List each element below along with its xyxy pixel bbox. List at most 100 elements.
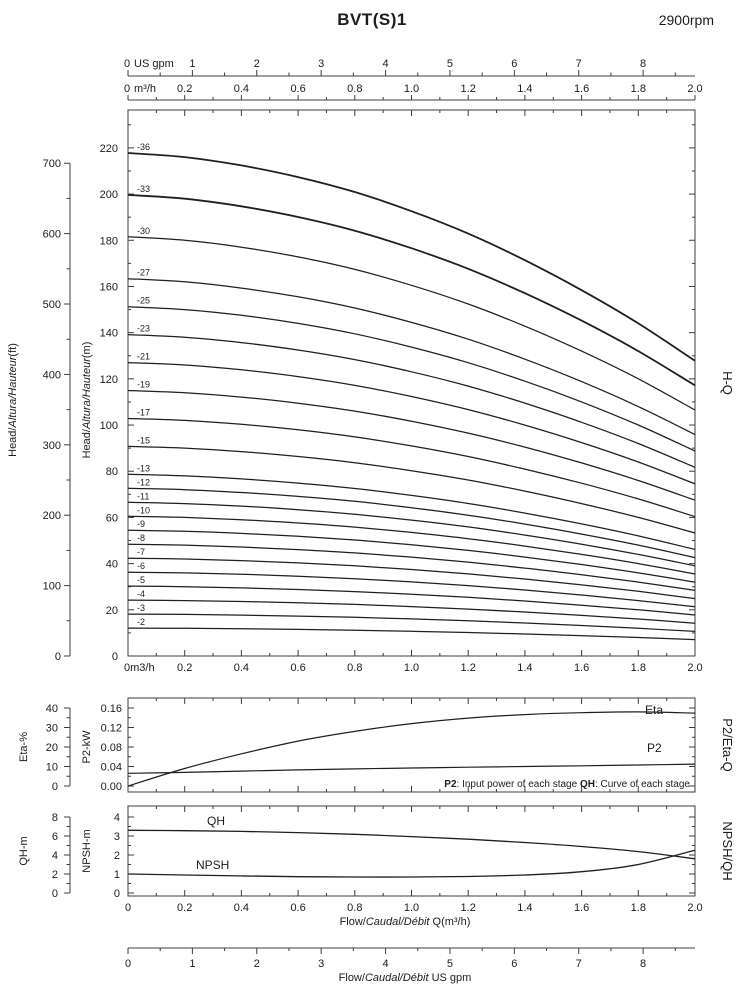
nq-x-tick-label: 0.4 <box>234 902 249 914</box>
stage-label-21: -21 <box>137 352 150 362</box>
npsh-axis-title: NPSH-m <box>81 829 93 872</box>
hq-chart: 0100200300400500600700Head/Altura/Hauteu… <box>7 109 735 674</box>
stage-label-9: -9 <box>137 519 145 529</box>
qh-axis-title: QH-m <box>18 836 30 865</box>
stage-curve-5 <box>127 585 696 616</box>
stage-curve-9 <box>127 529 696 583</box>
top-m3h-tick-label: 1.6 <box>574 83 589 95</box>
top-m3h-tick-label: 0.2 <box>177 83 192 95</box>
stage-curve-30 <box>127 236 696 411</box>
ft-axis-title: Head/Altura/Hauteur(ft) <box>7 343 19 457</box>
stage-curve-12 <box>127 487 696 559</box>
stage-curve-19 <box>127 389 696 501</box>
top-m3h-tick-label: 1.0 <box>404 83 419 95</box>
hq-x-tick-label: 0.8 <box>347 662 362 674</box>
p2-tick-label: 0.08 <box>101 742 122 754</box>
m-tick-label: 140 <box>100 328 118 340</box>
m-tick-label: 160 <box>100 281 118 293</box>
bottom-gpm-tick-label: 8 <box>640 958 646 970</box>
eta-tick-label: 30 <box>46 723 58 735</box>
top-gpm-tick-label: 5 <box>447 58 453 70</box>
nq-x-tick-label: 1.2 <box>461 902 476 914</box>
eta-axis-title: Eta-% <box>18 732 30 762</box>
stage-curve-4 <box>127 599 696 624</box>
hq-x-tick-label: 1.4 <box>517 662 532 674</box>
npsh-tick-label: 0 <box>114 888 120 900</box>
qh-tick-label: 4 <box>52 850 58 862</box>
hq-x-tick-label: 1.2 <box>461 662 476 674</box>
stage-curve-17 <box>127 417 696 518</box>
stage-label-8: -8 <box>137 533 145 543</box>
stage-curve-33 <box>127 194 696 387</box>
nq-x-tick-label: 0.8 <box>347 902 362 914</box>
hq-x-tick-label: 1.0 <box>404 662 419 674</box>
p2-tick-label: 0.04 <box>101 762 122 774</box>
eta-tick-label: 10 <box>46 762 58 774</box>
top-m3h-tick-label: 1.2 <box>461 83 476 95</box>
npsh-tick-label: 4 <box>114 812 120 824</box>
p2-tick-label: 0.12 <box>101 723 122 735</box>
m-tick-label: 120 <box>100 374 118 386</box>
qh-tick-label: 0 <box>52 888 58 900</box>
bottom-gpm-axis: 0 1 2 3 4 5 6 7 8 Flow/Caudal/Débit US gpm <box>125 947 695 984</box>
qh-curve-label: QH <box>207 814 225 828</box>
npsh-tick-label: 2 <box>114 850 120 862</box>
ft-tick-label: 500 <box>43 299 61 311</box>
bottom-gpm-tick-label: 7 <box>576 958 582 970</box>
page-title: BVT(S)1 <box>337 10 407 29</box>
m-tick-label: 200 <box>100 189 118 201</box>
top-gpm-tick-label: 2 <box>254 58 260 70</box>
stage-curve-8 <box>127 543 696 592</box>
qh-tick-label: 6 <box>52 831 58 843</box>
nq-x-tick-label: 1.0 <box>404 902 419 914</box>
top-m3h-unit: m³/h <box>134 83 156 95</box>
nq-x-tick-label: 0 <box>125 902 131 914</box>
eta-tick-label: 0 <box>52 781 58 793</box>
stage-label-4: -4 <box>137 589 145 599</box>
rpm-label: 2900rpm <box>658 12 714 28</box>
top-m3h-tick-label: 0.4 <box>234 83 249 95</box>
stage-label-6: -6 <box>137 561 145 571</box>
p2-axis-title: P2-kW <box>81 730 93 764</box>
hq-right-title: H-Q <box>720 371 735 395</box>
ft-tick-label: 200 <box>43 510 61 522</box>
m-tick-label: 100 <box>100 420 118 432</box>
bottom-gpm-tick-label: 1 <box>189 958 195 970</box>
stage-curve-7 <box>127 557 696 600</box>
stage-curve-6 <box>127 571 696 608</box>
p2-eta-chart: 0 10 20 30 40 Eta-% 0.00 0.04 0.08 0.12 0.16 P2-kW E… <box>18 697 735 793</box>
p2eta-right-title: P2/Eta-Q <box>720 718 735 771</box>
m-tick-label: 0 <box>112 651 118 663</box>
stage-label-25: -25 <box>137 296 150 306</box>
nq-x-tick-label: 1.4 <box>517 902 532 914</box>
stage-curve-25 <box>127 306 696 452</box>
top-gpm-zero: 0 <box>124 58 130 70</box>
top-gpm-tick-label: 8 <box>640 58 646 70</box>
stage-curve-21 <box>127 361 696 485</box>
bottom-gpm-tick-label: 4 <box>382 958 388 970</box>
top-m3h-tick-label: 2.0 <box>687 83 702 95</box>
top-gpm-tick-label: 4 <box>382 58 388 70</box>
bottom-gpm-tick-label: 3 <box>318 958 324 970</box>
top-m3h-tick-label: 1.4 <box>517 83 532 95</box>
qh-tick-label: 8 <box>52 812 58 824</box>
m-tick-label: 80 <box>106 466 118 478</box>
stage-curve-27 <box>127 278 696 436</box>
eta-curve-label: Eta <box>645 703 663 717</box>
m-axis-title: Head/Altura/Hauteur(m) <box>81 342 93 459</box>
p2-curve <box>127 763 696 774</box>
eta-tick-label: 40 <box>46 703 58 715</box>
m-tick-label: 180 <box>100 235 118 247</box>
stage-label-10: -10 <box>137 505 150 515</box>
top-m3h-zero: 0 <box>124 83 130 95</box>
m-tick-label: 40 <box>106 559 118 571</box>
nq-x-axis-title: Flow/Caudal/Débit Q(m³/h) <box>340 916 471 928</box>
nq-x-tick-label: 0.6 <box>290 902 305 914</box>
bottom-gpm-tick-label: 6 <box>511 958 517 970</box>
qh-tick-label: 2 <box>52 869 58 881</box>
top-m3h-tick-label: 1.8 <box>631 83 646 95</box>
bottom-gpm-tick-label: 5 <box>447 958 453 970</box>
p2-tick-label: 0.00 <box>101 781 122 793</box>
stage-label-12: -12 <box>137 477 150 487</box>
top-gpm-tick-label: 7 <box>576 58 582 70</box>
